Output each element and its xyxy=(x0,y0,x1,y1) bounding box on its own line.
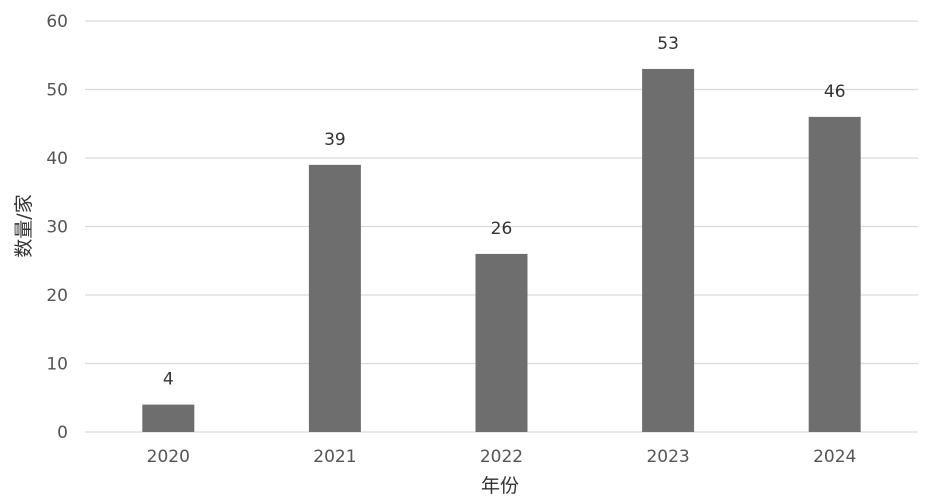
y-tick-label: 10 xyxy=(46,355,68,375)
bar-2022 xyxy=(475,253,528,432)
bar-2023 xyxy=(642,68,695,432)
x-tick-label: 2022 xyxy=(480,447,523,467)
data-label: 46 xyxy=(824,82,846,102)
data-label: 39 xyxy=(324,130,346,150)
y-tick-label: 20 xyxy=(46,286,68,306)
y-tick-label: 40 xyxy=(46,149,68,169)
bar-2024 xyxy=(808,116,861,433)
data-label: 4 xyxy=(163,370,174,390)
x-axis-title: 年份 xyxy=(481,475,519,497)
x-tick-label: 2024 xyxy=(813,447,856,467)
data-labels: 4 39 26 53 46 xyxy=(163,34,846,390)
x-axis-ticks: 2020 2021 2022 2023 2024 xyxy=(147,447,857,467)
y-tick-label: 60 xyxy=(46,12,68,32)
y-tick-label: 30 xyxy=(46,218,68,238)
data-label: 53 xyxy=(657,34,679,54)
x-tick-label: 2021 xyxy=(313,447,356,467)
bar-2021 xyxy=(308,164,361,432)
x-tick-label: 2020 xyxy=(147,447,190,467)
bars xyxy=(142,68,861,433)
data-label: 26 xyxy=(491,219,513,239)
y-axis-title: 数量/家 xyxy=(13,194,35,257)
y-tick-label: 0 xyxy=(57,423,68,443)
y-tick-label: 50 xyxy=(46,81,68,101)
x-tick-label: 2023 xyxy=(646,447,689,467)
bar-2020 xyxy=(142,404,195,432)
y-axis-ticks: 0 10 20 30 40 50 60 xyxy=(46,12,68,443)
